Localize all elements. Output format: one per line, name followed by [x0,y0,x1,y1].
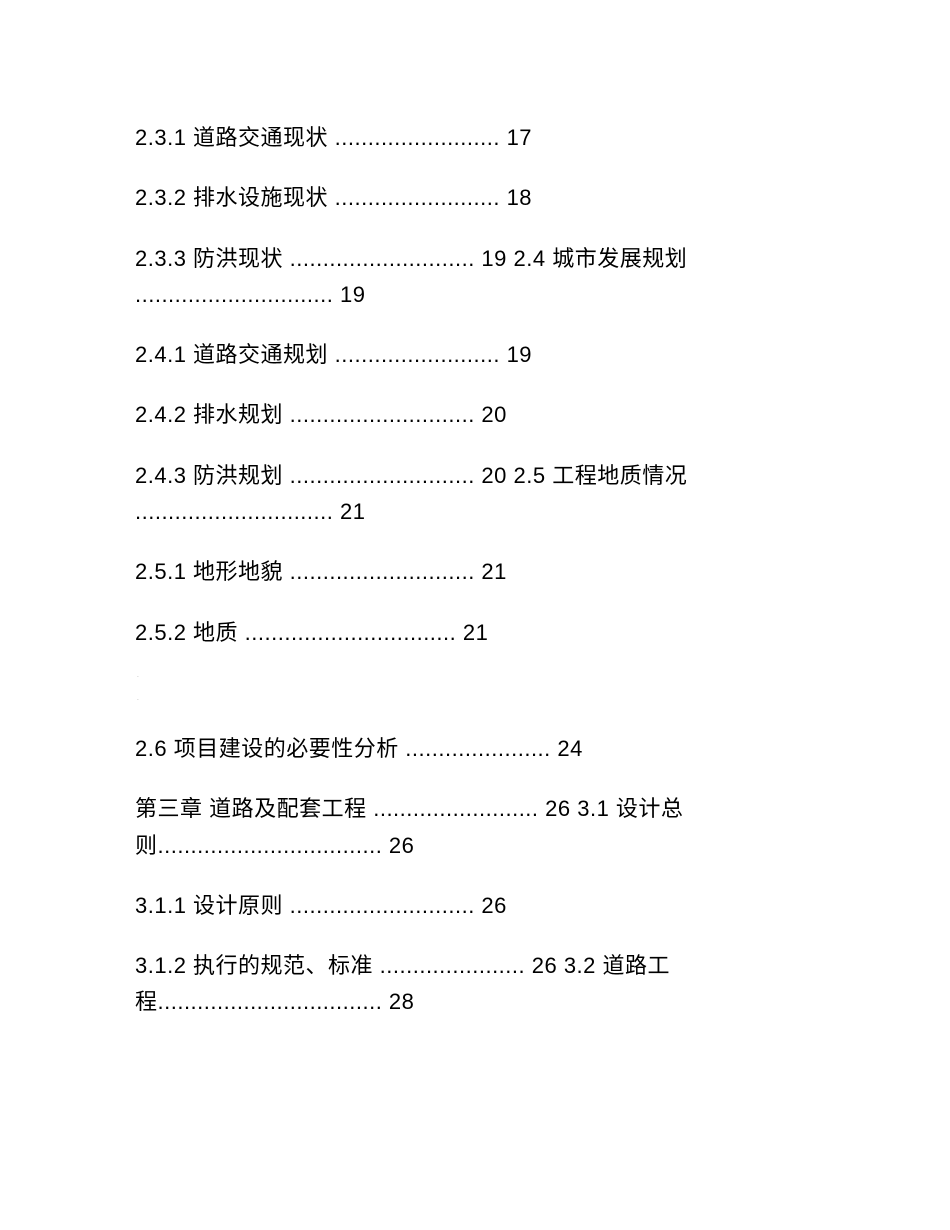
toc-entry: 2.3.2 排水设施现状 ......................... 1… [135,180,815,216]
toc-entry: 2.3.1 道路交通现状 ......................... 1… [135,120,815,156]
toc-entry: 3.1.1 设计原则 ............................ … [135,888,815,924]
page-marker: - [137,698,815,703]
page-marker: - [137,675,815,680]
toc-entry: 2.6 项目建设的必要性分析 ...................... 24 [135,731,815,767]
toc-entry: 2.5.2 地质 ...............................… [135,615,815,651]
marker-group: - - [135,675,815,703]
toc-entry: 2.4.1 道路交通规划 ......................... 1… [135,337,815,373]
toc-entry: 2.4.3 防洪规划 ............................ … [135,458,815,531]
toc-entry: 2.4.2 排水规划 ............................ … [135,397,815,433]
toc-entry: 3.1.2 执行的规范、标准 ...................... 26… [135,948,815,1021]
toc-entry: 2.3.3 防洪现状 ............................ … [135,241,815,314]
toc-entry: 2.5.1 地形地貌 ............................ … [135,554,815,590]
toc-entry: 第三章 道路及配套工程 ......................... 26… [135,791,815,864]
